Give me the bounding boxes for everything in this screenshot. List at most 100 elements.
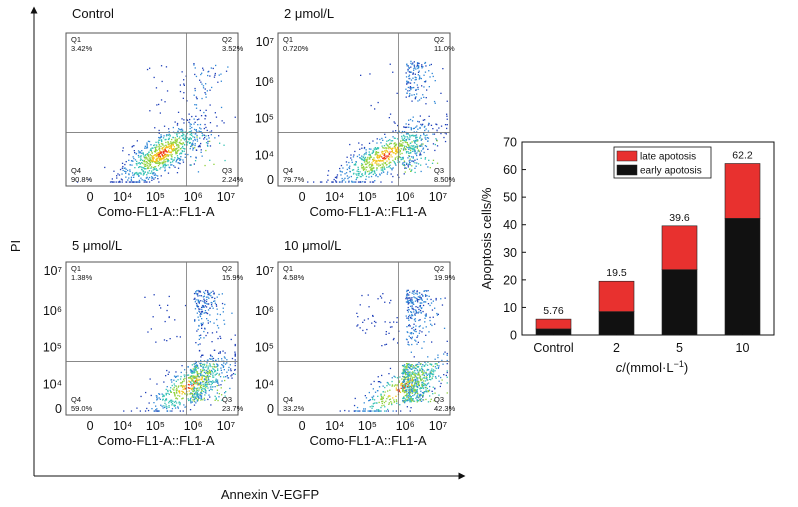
x-tick-label: Control xyxy=(533,341,573,355)
quadrant-percent: 3.42% xyxy=(71,44,93,53)
bar-segment xyxy=(535,318,572,330)
y-tick-label: 10⁷ xyxy=(256,35,275,49)
bar-total-label: 62.2 xyxy=(732,150,753,162)
event-dots xyxy=(76,63,236,183)
y-tick-label: 20 xyxy=(503,273,517,287)
x-tick-label: 0 xyxy=(299,190,306,204)
quadrant-percent: 59.0% xyxy=(71,404,93,413)
quadrant-label: Q4 xyxy=(71,395,81,404)
x-tick-label: 10⁵ xyxy=(146,190,165,204)
bar-y-label: Apoptosis cells/% xyxy=(479,187,494,289)
panel-x-label: Como-FL1-A::FL1-A xyxy=(97,204,214,219)
y-tick-label: 50 xyxy=(503,191,517,205)
quadrant-label: Q4 xyxy=(71,166,81,175)
legend-swatch xyxy=(616,164,638,176)
plot-frame xyxy=(65,32,239,187)
panel-x-label: Como-FL1-A::FL1-A xyxy=(309,204,426,219)
x-tick-label: 0 xyxy=(87,419,94,433)
bar-total-label: 5.76 xyxy=(543,305,564,317)
y-tick-label: 0 xyxy=(55,402,62,416)
quadrant-percent: 0.720% xyxy=(283,44,309,53)
quadrant-percent: 2.24% xyxy=(222,175,244,184)
x-tick-label: 10⁵ xyxy=(146,419,165,433)
x-tick-label: 0 xyxy=(299,419,306,433)
quadrant-label: Q1 xyxy=(71,264,81,273)
x-tick-label: 10⁴ xyxy=(113,190,132,204)
quadrant-percent: 79.7% xyxy=(283,175,305,184)
x-tick-label: 2 xyxy=(613,341,620,355)
legend: late apotosis early apotosis xyxy=(613,146,712,179)
legend-label: late apotosis xyxy=(640,152,696,163)
bar-segment xyxy=(661,269,698,336)
quadrant-percent: 8.50% xyxy=(434,175,456,184)
bar-segment xyxy=(724,218,761,336)
y-tick-label: 70 xyxy=(503,136,517,150)
plot-frame xyxy=(277,261,451,416)
x-tick-label: 10⁷ xyxy=(429,190,448,204)
bar-segment xyxy=(724,163,761,219)
quadrant-percent: 90.8% xyxy=(71,175,93,184)
quadrant-label: Q4 xyxy=(283,166,293,175)
y-tick-label: 10⁷ xyxy=(44,264,63,278)
event-dots xyxy=(123,289,236,412)
x-tick-label: 10⁵ xyxy=(358,190,377,204)
y-tick-label: 10⁴ xyxy=(255,377,274,391)
quadrant-percent: 23.7% xyxy=(222,404,244,413)
y-tick-label: 10⁶ xyxy=(255,75,274,89)
x-tick-label: 10⁵ xyxy=(358,419,377,433)
panel-title: Control xyxy=(72,6,114,21)
bar-total-label: 19.5 xyxy=(606,267,627,279)
y-tick-label: 10⁵ xyxy=(255,112,274,126)
bar-total-label: 39.6 xyxy=(669,212,690,224)
y-tick-label: 0 xyxy=(267,173,274,187)
quadrant-percent: 33.2% xyxy=(283,404,305,413)
y-tick-label: 10⁴ xyxy=(43,377,62,391)
figure-x-title: Annexin V-EGFP xyxy=(221,487,319,502)
y-tick-label: 10⁴ xyxy=(255,148,274,162)
y-tick-label: 60 xyxy=(503,163,517,177)
y-tick-label: 10⁷ xyxy=(256,264,275,278)
x-tick-label: 10⁶ xyxy=(396,190,415,204)
y-tick-label: 10⁵ xyxy=(43,341,62,355)
x-tick-label: 10⁶ xyxy=(184,419,203,433)
quadrant-percent: 19.9% xyxy=(434,273,456,282)
y-tick-label: 10 xyxy=(503,301,517,315)
bar-segment xyxy=(661,225,698,270)
x-tick-label: 5 xyxy=(676,341,683,355)
y-tick-label: 0 xyxy=(510,329,517,343)
y-tick-label: 10⁵ xyxy=(255,341,274,355)
quadrant-label: Q1 xyxy=(71,35,81,44)
quadrant-label: Q3 xyxy=(222,395,232,404)
legend-swatch xyxy=(616,150,638,162)
x-tick-label: 10 xyxy=(736,341,750,355)
bar-x-label: c/(mmol·L−1) xyxy=(616,359,688,375)
bar-segment xyxy=(598,280,635,312)
x-tick-label: 10⁴ xyxy=(325,190,344,204)
figure-y-title: PI xyxy=(8,240,23,252)
x-tick-label: 10⁶ xyxy=(184,190,203,204)
quadrant-label: Q2 xyxy=(434,35,444,44)
panel-title: 5 μmol/L xyxy=(72,238,122,253)
x-tick-label: 10⁴ xyxy=(113,419,132,433)
x-tick-label: 10⁶ xyxy=(396,419,415,433)
quadrant-label: Q3 xyxy=(434,166,444,175)
quadrant-label: Q2 xyxy=(222,35,232,44)
quadrant-label: Q1 xyxy=(283,35,293,44)
quadrant-percent: 3.52% xyxy=(222,44,244,53)
y-tick-label: 10⁶ xyxy=(43,304,62,318)
quadrant-label: Q4 xyxy=(283,395,293,404)
y-tick-label: 40 xyxy=(503,218,517,232)
legend-label: early apotosis xyxy=(640,166,702,177)
y-tick-label: 30 xyxy=(503,246,517,260)
event-dots xyxy=(307,60,448,183)
quadrant-percent: 11.0% xyxy=(434,44,455,53)
plot-frame xyxy=(65,261,239,416)
quadrant-label: Q2 xyxy=(434,264,444,273)
quadrant-percent: 15.9% xyxy=(222,273,244,282)
x-tick-label: 10⁷ xyxy=(429,419,448,433)
x-tick-label: 10⁴ xyxy=(325,419,344,433)
